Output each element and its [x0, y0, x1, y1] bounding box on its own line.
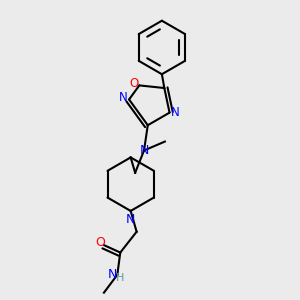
Text: N: N	[119, 92, 128, 104]
Text: N: N	[126, 213, 135, 226]
Text: O: O	[129, 77, 139, 90]
Text: O: O	[95, 236, 105, 249]
Text: H: H	[116, 273, 124, 284]
Text: N: N	[140, 144, 149, 157]
Text: N: N	[108, 268, 118, 281]
Text: N: N	[170, 106, 179, 119]
